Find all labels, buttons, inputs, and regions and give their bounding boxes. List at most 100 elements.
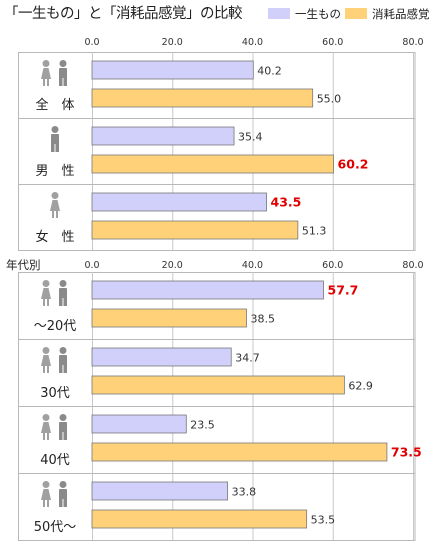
data-label: 38.5 bbox=[250, 313, 275, 326]
female-icon-head bbox=[42, 481, 50, 488]
female-icon-leg-right bbox=[47, 500, 49, 507]
female-icon-leg-left bbox=[43, 433, 45, 440]
female-icon-dress bbox=[41, 489, 51, 500]
section-heading-age: 年代別 bbox=[6, 258, 41, 272]
data-label: 51.3 bbox=[302, 225, 327, 238]
data-label: 60.2 bbox=[338, 157, 369, 172]
data-label: 73.5 bbox=[391, 445, 422, 460]
male-icon bbox=[59, 347, 67, 373]
x-tick-label: 40.0 bbox=[242, 260, 263, 271]
data-label: 40.2 bbox=[257, 65, 282, 78]
male-icon bbox=[59, 414, 67, 440]
female-icon-dress bbox=[41, 422, 51, 433]
male-icon-leg-right bbox=[63, 77, 67, 86]
bar-issho-mono bbox=[91, 280, 324, 300]
male-icon-torso bbox=[59, 68, 67, 78]
female-icon-leg-left bbox=[43, 299, 45, 306]
female-icon-dress bbox=[41, 288, 51, 299]
female-icon bbox=[41, 347, 51, 373]
female-icon-head bbox=[51, 192, 59, 199]
female-icon-leg-left bbox=[52, 211, 54, 218]
legend-item-series-2: 消耗品感覚 bbox=[345, 6, 430, 22]
category-label: 男 性 bbox=[35, 164, 74, 179]
female-icon-leg-right bbox=[47, 433, 49, 440]
female-icon-head bbox=[42, 280, 50, 287]
male-icon-head bbox=[59, 347, 67, 354]
category-label: 全 体 bbox=[35, 97, 74, 113]
bar-shoumouhin bbox=[91, 375, 345, 395]
category-label: 女 性 bbox=[35, 229, 74, 245]
male-icon bbox=[59, 60, 67, 86]
chart-title: 「一生もの」と「消耗品感覚」の比較 bbox=[4, 6, 243, 22]
data-label: 23.5 bbox=[190, 419, 215, 432]
male-icon-leg-left bbox=[59, 364, 63, 373]
x-tick-label: 40.0 bbox=[242, 37, 263, 48]
male-icon-leg-right bbox=[63, 297, 67, 306]
male-icon-head bbox=[59, 280, 67, 287]
female-icon-head bbox=[42, 414, 50, 421]
chart-panel-1: 0.0 20.0 40.0 60.0 80.0 全 体 40.2 55.0 男 性 35.4 60.… bbox=[18, 37, 424, 251]
data-label: 57.7 bbox=[328, 283, 359, 298]
chart-panel-2: 0.0 20.0 40.0 60.0 80.0 ～20代 57.7 38.5 30代 34.7 62… bbox=[18, 260, 424, 541]
male-icon-head bbox=[59, 481, 67, 488]
male-icon-torso bbox=[51, 134, 59, 144]
male-icon-leg-right bbox=[55, 143, 59, 152]
male-icon-leg-left bbox=[59, 297, 63, 306]
male-icon-torso bbox=[59, 355, 67, 365]
category-label: 50代～ bbox=[34, 520, 77, 535]
category-label: 30代 bbox=[40, 386, 70, 401]
bar-issho-mono bbox=[91, 414, 187, 434]
female-icon-head bbox=[42, 347, 50, 354]
female-icon-leg-right bbox=[47, 79, 49, 86]
male-icon-leg-right bbox=[63, 431, 67, 440]
bar-issho-mono bbox=[91, 347, 232, 367]
male-icon bbox=[59, 481, 67, 507]
x-tick-label: 60.0 bbox=[322, 260, 343, 271]
male-icon-torso bbox=[59, 422, 67, 432]
female-icon bbox=[41, 414, 51, 440]
panel-frame bbox=[18, 52, 416, 251]
male-icon-torso bbox=[59, 489, 67, 499]
female-icon-head bbox=[42, 60, 50, 67]
female-icon-leg-right bbox=[47, 366, 49, 373]
female-icon-leg-right bbox=[56, 211, 58, 218]
data-label: 35.4 bbox=[238, 131, 262, 144]
bar-shoumouhin bbox=[91, 220, 299, 240]
male-icon-leg-left bbox=[59, 498, 63, 507]
legend-swatch-series-1 bbox=[268, 8, 290, 19]
male-icon-torso bbox=[59, 288, 67, 298]
female-icon-dress bbox=[41, 355, 51, 366]
x-tick-label: 0.0 bbox=[84, 260, 99, 271]
male-icon-head bbox=[59, 414, 67, 421]
bar-issho-mono bbox=[91, 60, 254, 80]
male-icon-head bbox=[59, 60, 67, 67]
female-icon-leg-left bbox=[43, 500, 45, 507]
x-tick-label: 0.0 bbox=[84, 37, 99, 48]
category-label: ～20代 bbox=[34, 319, 77, 334]
female-icon bbox=[41, 280, 51, 306]
data-label: 62.9 bbox=[348, 380, 373, 393]
bar-shoumouhin bbox=[91, 308, 247, 328]
x-tick-label: 20.0 bbox=[162, 260, 183, 271]
female-icon-leg-left bbox=[43, 366, 45, 373]
x-tick-label: 20.0 bbox=[162, 37, 183, 48]
male-icon bbox=[59, 280, 67, 306]
female-icon-dress bbox=[41, 68, 51, 79]
male-icon-leg-right bbox=[63, 498, 67, 507]
bar-shoumouhin bbox=[91, 88, 314, 108]
female-icon-leg-left bbox=[43, 79, 45, 86]
legend-swatch-series-2 bbox=[345, 8, 367, 19]
female-icon bbox=[41, 60, 51, 86]
legend-label-series-1: 一生もの bbox=[295, 7, 341, 21]
data-label: 43.5 bbox=[271, 195, 302, 210]
legend-label-series-2: 消耗品感覚 bbox=[372, 7, 430, 21]
legend-item-series-1: 一生もの bbox=[268, 6, 341, 22]
male-icon-leg-left bbox=[59, 77, 63, 86]
data-label: 53.5 bbox=[311, 514, 336, 527]
bar-shoumouhin bbox=[91, 509, 308, 529]
x-tick-label: 80.0 bbox=[402, 260, 423, 271]
bar-issho-mono bbox=[91, 481, 229, 501]
female-icon bbox=[50, 192, 60, 218]
female-icon bbox=[41, 481, 51, 507]
